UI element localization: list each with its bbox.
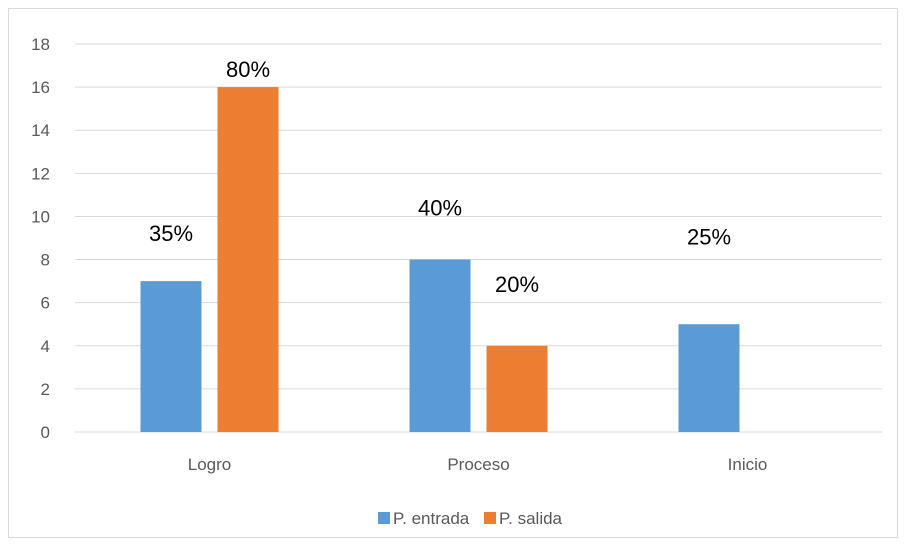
x-category-label: Inicio (728, 455, 768, 474)
bar-p-salida-proceso (486, 345, 548, 432)
x-category-label: Logro (188, 455, 231, 474)
y-tick-label: 8 (41, 251, 50, 270)
legend-label: P. entrada (393, 509, 470, 528)
y-axis-ticks: 0 2 4 6 8 10 12 14 16 18 (31, 35, 50, 442)
data-label: 25% (687, 224, 731, 249)
bar-p-entrada-proceso (409, 259, 471, 432)
bar-p-entrada-logro (140, 281, 202, 432)
legend-swatch (484, 512, 496, 524)
y-tick-label: 18 (31, 35, 50, 54)
x-axis-categories: Logro Proceso Inicio (188, 455, 768, 474)
x-category-label: Proceso (447, 455, 509, 474)
y-tick-label: 12 (31, 164, 50, 183)
legend-swatch (378, 512, 390, 524)
data-label: 80% (226, 57, 270, 82)
gridlines (75, 43, 882, 433)
y-tick-label: 14 (31, 121, 50, 140)
bar-p-entrada-inicio (678, 324, 740, 432)
data-label: 40% (418, 196, 462, 221)
y-tick-label: 0 (41, 423, 50, 442)
y-tick-label: 6 (41, 294, 50, 313)
data-label: 20% (495, 272, 539, 297)
bar-p-salida-logro (217, 87, 279, 432)
data-labels: 35% 80% 40% 20% 25% (149, 57, 731, 297)
y-tick-label: 2 (41, 380, 50, 399)
legend: P. entrada P. salida (378, 509, 563, 528)
y-tick-label: 4 (41, 337, 50, 356)
legend-label: P. salida (499, 509, 563, 528)
bars (140, 87, 740, 432)
data-label: 35% (149, 221, 193, 246)
y-tick-label: 16 (31, 78, 50, 97)
y-tick-label: 10 (31, 207, 50, 226)
